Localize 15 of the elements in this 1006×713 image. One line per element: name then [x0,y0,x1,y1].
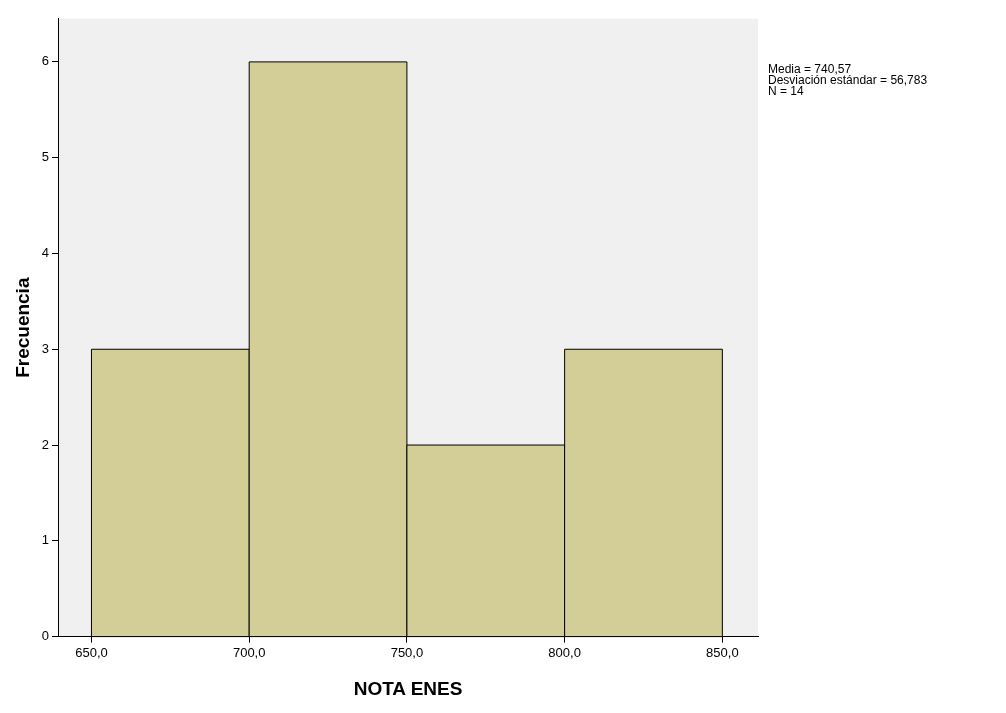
y-tick-label: 2 [41,436,50,452]
x-tick-label: 650,0 [75,644,108,660]
y-tick-label: 1 [41,532,50,548]
x-tick-label: 800,0 [548,644,581,660]
y-tick-label: 5 [41,149,50,165]
y-tick-label: 4 [41,245,50,261]
x-tick-label: 750,0 [390,644,424,660]
y-tick-label: 6 [41,53,50,69]
x-axis-title: NOTA ENES [353,677,463,699]
y-tick-label: 3 [41,340,50,356]
x-tick-label: 850,0 [706,644,739,660]
y-axis-title: Frecuencia [11,277,33,378]
y-tick-label: 0 [41,628,50,644]
text: N = 14 [768,84,805,99]
x-tick-label: 700,0 [232,644,266,660]
